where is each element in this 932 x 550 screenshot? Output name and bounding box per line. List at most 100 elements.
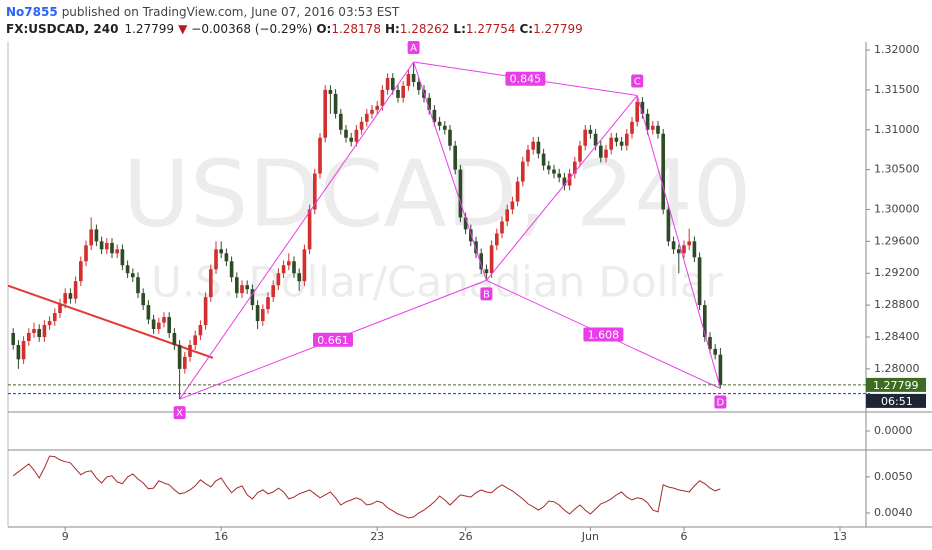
candle-body — [208, 269, 213, 298]
candle-body — [302, 249, 307, 282]
candle-body — [494, 233, 499, 246]
ratio-label: 0.661 — [317, 334, 349, 347]
high-value: 1.28262 — [400, 22, 450, 36]
open-value: 1.28178 — [331, 22, 381, 36]
candle-body — [333, 93, 338, 114]
candle-body — [567, 173, 572, 186]
candle-body — [515, 181, 520, 202]
candle-body — [240, 285, 244, 294]
candle-body — [94, 229, 99, 242]
candle-body — [713, 348, 718, 355]
candle-body — [458, 169, 463, 218]
header-line-2: FX:USDCAD, 240 1.27799 ▼ −0.00368 (−0.29%) O… — [6, 22, 583, 36]
candle-body — [593, 133, 598, 146]
y-tick-label: 1.29600 — [874, 234, 920, 247]
candle-body — [312, 173, 317, 210]
candle-body — [260, 309, 265, 322]
candle-body — [489, 245, 494, 274]
candle-body — [37, 329, 42, 337]
candle-body — [671, 241, 676, 250]
y-tick-label: 1.32000 — [874, 43, 920, 56]
candle-body — [708, 336, 712, 349]
candle-body — [52, 313, 57, 322]
publisher[interactable]: No7855 — [6, 5, 58, 19]
y-tick-label: 1.31500 — [874, 83, 920, 96]
candle-body — [286, 261, 291, 266]
candle-body — [224, 253, 229, 262]
candle-body — [572, 161, 577, 174]
ratio-label: 1.608 — [588, 328, 620, 341]
candle-body — [442, 125, 447, 130]
candle-body — [276, 273, 281, 286]
candle-body — [364, 113, 369, 122]
last-price-box — [866, 377, 926, 392]
close-value: 1.27799 — [533, 22, 583, 36]
candle-body — [562, 177, 567, 186]
candle-body — [598, 145, 603, 158]
candle-body — [401, 85, 406, 98]
candle-body — [73, 281, 78, 299]
candle-body — [702, 305, 707, 337]
candle-body — [370, 109, 374, 114]
candle-body — [219, 249, 224, 254]
close-label: C: — [520, 22, 534, 36]
y-tick-label: 1.28400 — [874, 330, 920, 343]
candle-body — [172, 333, 177, 345]
candle-body — [349, 137, 354, 142]
candle-body — [697, 257, 702, 306]
y-tick-label: 1.28000 — [874, 362, 920, 375]
candle-body — [354, 129, 359, 142]
candle-body — [682, 245, 686, 254]
candle-body — [188, 344, 192, 357]
ratio-box — [505, 71, 546, 86]
candle-body — [650, 125, 655, 130]
candle-body — [666, 209, 671, 242]
candle-body — [250, 289, 255, 306]
pattern-leg — [636, 95, 721, 389]
candle-body — [318, 137, 322, 174]
x-tick-label: 23 — [370, 530, 384, 543]
candle-body — [292, 261, 296, 274]
y-tick-label: 1.29200 — [874, 266, 920, 279]
point-label: D — [717, 397, 725, 408]
candle-body — [463, 217, 468, 230]
candle-body — [640, 101, 645, 114]
candle-body — [344, 129, 348, 138]
pattern-leg — [413, 61, 487, 281]
symbol: FX:USDCAD, 240 — [6, 22, 118, 36]
watermark-subtitle: U.S. Dollar/Canadian Dollar — [151, 258, 724, 307]
candle-body — [687, 241, 692, 246]
candle-body — [338, 113, 343, 130]
candle-body — [120, 249, 125, 266]
point-box — [480, 287, 493, 301]
candle-body — [63, 293, 68, 304]
candle-body — [11, 333, 16, 345]
candle-body — [614, 137, 619, 142]
candle-body — [125, 265, 130, 274]
candle-body — [182, 356, 187, 369]
candle-body — [328, 89, 333, 94]
last-price: 1.27799 — [124, 22, 174, 36]
candle-body — [234, 277, 239, 294]
candle-body — [578, 145, 582, 162]
x-tick-label: Jun — [581, 530, 599, 543]
candle-body — [510, 201, 515, 210]
candle-body — [130, 273, 135, 278]
candle-body — [177, 344, 182, 369]
candle-body — [151, 319, 156, 330]
header-line-1: No7855 published on TradingView.com, June… — [6, 5, 400, 19]
candle-body — [437, 121, 442, 126]
y-tick-label: 0.0040 — [874, 506, 913, 519]
candle-body — [624, 133, 629, 146]
candle-body — [385, 77, 390, 90]
candle-body — [297, 273, 302, 282]
candle-body — [162, 317, 166, 323]
candle-body — [718, 354, 723, 385]
change-arrow: ▼ — [178, 22, 188, 36]
candle-body — [104, 242, 109, 250]
candle-body — [588, 129, 593, 134]
point-label: C — [634, 76, 641, 87]
candle-body — [656, 125, 660, 134]
candle-body — [193, 335, 198, 345]
candle-body — [203, 297, 208, 326]
